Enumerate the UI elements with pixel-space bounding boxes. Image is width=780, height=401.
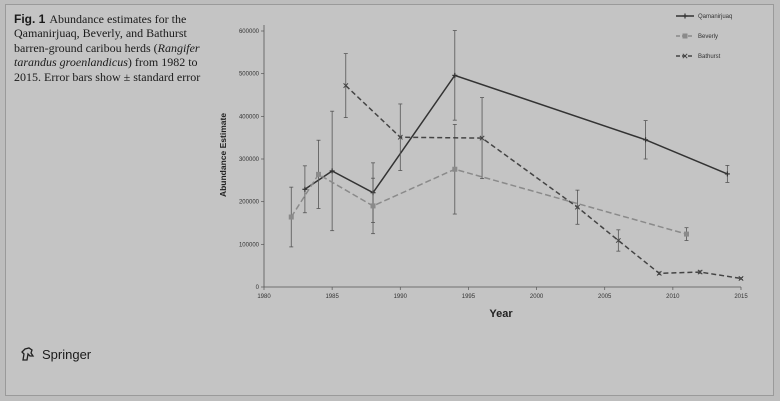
data-point-beverly xyxy=(370,203,376,209)
data-point-bathurst xyxy=(397,134,403,140)
legend-label-beverly: Beverly xyxy=(698,34,718,40)
legend: Qamanirjuaq Beverly Bathurst xyxy=(676,13,732,60)
y-tick-label: 200000 xyxy=(239,200,260,206)
data-point-qamanirjuaq xyxy=(643,137,649,143)
publisher-logo: Springer xyxy=(20,346,91,362)
series-line-bathurst xyxy=(345,85,742,280)
data-point-beverly xyxy=(316,171,322,177)
data-point-qamanirjuaq xyxy=(329,168,335,174)
y-tick-label: 300000 xyxy=(239,157,260,163)
data-point-beverly xyxy=(288,214,294,220)
x-tick-label: 1980 xyxy=(257,294,271,300)
series-bathurst xyxy=(343,53,744,282)
y-axis-title: Abundance Estimate xyxy=(218,113,228,197)
chart-axes xyxy=(263,25,741,288)
data-point-bathurst xyxy=(615,237,621,244)
marker-stroke xyxy=(697,269,703,275)
data-point-qamanirjuaq xyxy=(724,171,730,177)
legend-item-beverly: Beverly xyxy=(676,33,718,40)
data-point-bathurst xyxy=(343,83,349,89)
x-tick-label: 1985 xyxy=(325,294,339,300)
publisher-name: Springer xyxy=(42,346,92,362)
marker-stroke xyxy=(574,204,581,210)
caption-text-post: ) from 1982 to 2015. Error bars show ± s… xyxy=(14,55,201,84)
marker-stroke xyxy=(656,270,662,276)
x-tick-label: 1995 xyxy=(462,294,476,300)
x-tick-label: 2000 xyxy=(530,294,544,300)
data-point-bathurst xyxy=(574,204,581,210)
x-tick-label: 2015 xyxy=(734,294,748,300)
series-group xyxy=(288,30,744,282)
marker-stroke xyxy=(615,237,621,244)
data-point-beverly xyxy=(683,231,689,237)
data-point-bathurst xyxy=(656,270,662,276)
legend-label-qamanirjuaq: Qamanirjuaq xyxy=(698,14,732,20)
series-beverly xyxy=(288,124,689,248)
marker-stroke xyxy=(479,135,485,141)
data-point-bathurst xyxy=(479,135,485,141)
y-ticks: 0 100000 200000 300000 400000 500000 600000 xyxy=(239,29,264,291)
figure-frame xyxy=(5,4,774,396)
data-point-beverly xyxy=(452,166,458,172)
legend-item-bathurst: Bathurst xyxy=(676,53,721,60)
series-line-beverly xyxy=(290,168,687,235)
figure-caption: Fig. 1 Abundance estimates for the Qamani… xyxy=(14,12,214,84)
data-point-bathurst xyxy=(697,269,703,275)
data-point-qamanirjuaq xyxy=(302,186,308,192)
legend-marker-qamanirjuaq xyxy=(682,13,688,19)
marker-stroke xyxy=(738,275,744,282)
y-tick-label: 600000 xyxy=(239,29,260,35)
springer-horse-icon xyxy=(21,347,35,361)
series-line-qamanirjuaq xyxy=(304,74,728,194)
data-point-bathurst xyxy=(738,275,744,282)
x-axis-title: Year xyxy=(489,308,513,320)
caption-text-pre: Abundance estimates for the Qamanirjuaq,… xyxy=(14,12,187,55)
legend-marker-beverly xyxy=(682,33,688,39)
caption-species: Rangifer tarandus groenlandicus xyxy=(14,40,200,70)
legend-label-bathurst: Bathurst xyxy=(698,54,721,60)
y-tick-label: 500000 xyxy=(239,72,260,78)
marker-stroke xyxy=(343,83,349,89)
x-tick-label: 1990 xyxy=(394,294,408,300)
x-tick-label: 2005 xyxy=(598,294,612,300)
y-tick-label: 400000 xyxy=(239,114,260,120)
legend-marker-bathurst xyxy=(682,53,688,59)
marker-stroke xyxy=(682,53,688,59)
series-qamanirjuaq xyxy=(302,30,730,232)
y-tick-label: 100000 xyxy=(239,242,260,248)
y-tick-label: 0 xyxy=(256,285,260,291)
marker-stroke xyxy=(397,134,403,140)
legend-item-qamanirjuaq: Qamanirjuaq xyxy=(676,13,732,20)
x-tick-label: 2010 xyxy=(666,294,680,300)
data-point-qamanirjuaq xyxy=(452,72,458,78)
x-ticks: 1980 1985 1990 1995 2000 2005 2010 2015 xyxy=(257,287,748,300)
figure-label: Fig. 1 xyxy=(14,12,46,26)
